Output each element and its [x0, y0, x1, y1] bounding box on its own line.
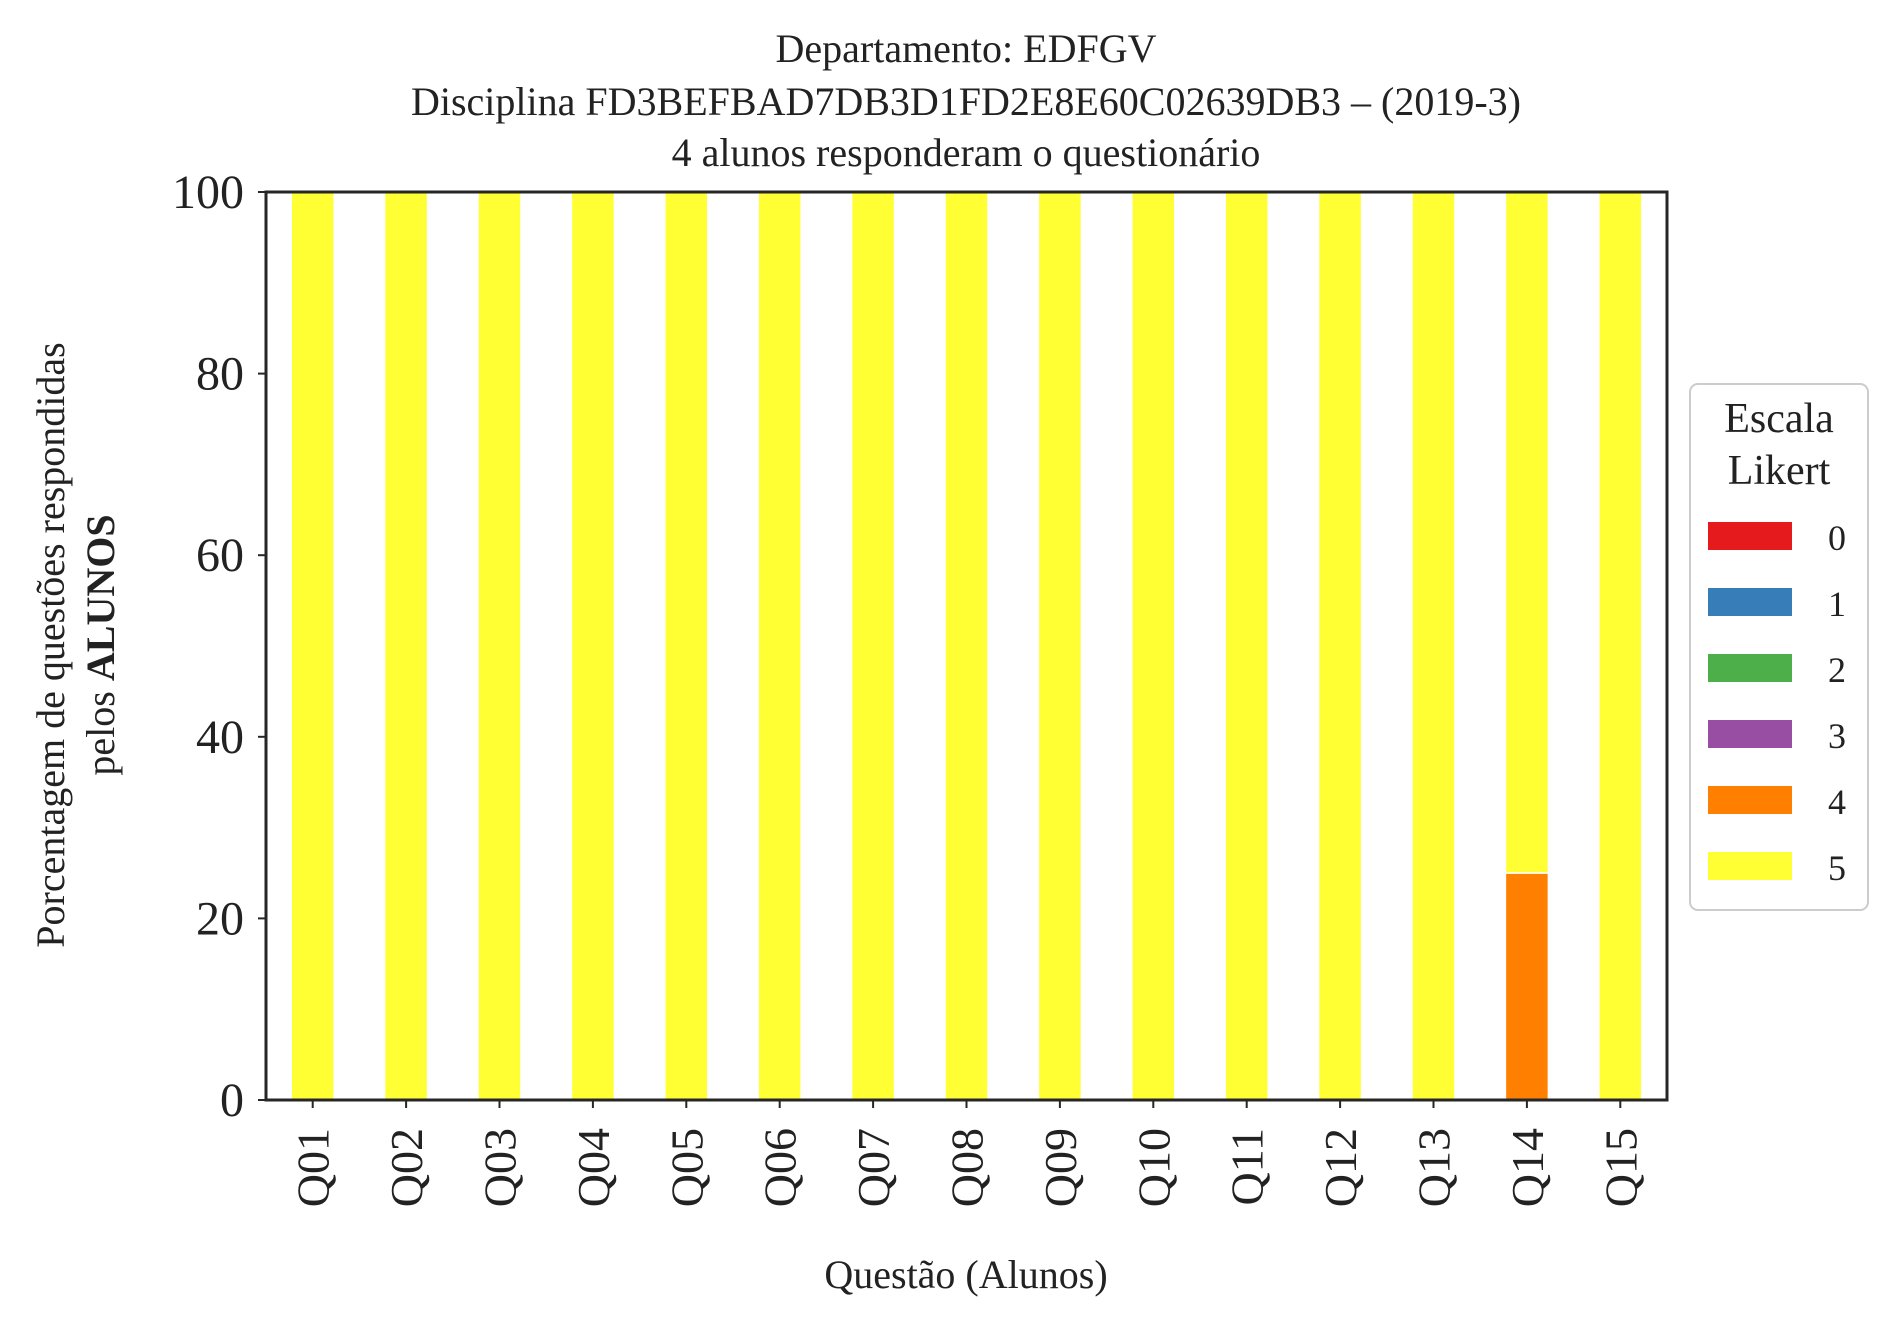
legend-frame — [1689, 383, 1869, 911]
bar-q14-level-5 — [1504, 191, 1550, 874]
x-tick-label-q15: Q15 — [1595, 1128, 1646, 1207]
y-tick-label-80: 80 — [196, 348, 244, 401]
bars-layer — [290, 191, 1643, 1101]
title-line-3: 4 alunos responderam o questionário — [672, 130, 1261, 175]
x-tick-label-q04: Q04 — [568, 1128, 619, 1207]
y-tick-label-40: 40 — [196, 711, 244, 764]
x-tick-label-q09: Q09 — [1035, 1128, 1086, 1207]
x-tick-label-q11: Q11 — [1222, 1128, 1273, 1206]
x-axis-label: Questão (Alunos) — [824, 1252, 1107, 1297]
legend-label-5: 5 — [1828, 848, 1846, 888]
x-tick-label-q01: Q01 — [288, 1128, 339, 1207]
bar-q13-level-5 — [1411, 191, 1456, 1101]
y-axis-label-prefix: pelos — [78, 681, 123, 775]
y-tick-label-100: 100 — [172, 166, 244, 219]
bar-q08-level-5 — [944, 191, 989, 1101]
x-tick-label-q03: Q03 — [475, 1128, 526, 1207]
x-tick-label-q13: Q13 — [1409, 1128, 1460, 1207]
x-tick-label-q12: Q12 — [1315, 1128, 1366, 1207]
y-axis-label: Porcentagem de questões respondidas pelo… — [28, 342, 123, 947]
legend-title-line-2: Likert — [1728, 448, 1831, 494]
x-axis-ticks: Q01 Q02 Q03 Q04 Q05 Q06 Q07 Q08 Q09 Q10 Q11 Q12 Q13 Q… — [288, 1100, 1646, 1207]
legend-label-0: 0 — [1828, 518, 1846, 558]
y-tick-label-20: 20 — [196, 892, 244, 945]
bar-q04-level-5 — [570, 191, 616, 1101]
bar-q01-level-5 — [290, 191, 335, 1101]
y-axis-label-bold: ALUNOS — [78, 514, 123, 681]
x-tick-label-q08: Q08 — [942, 1128, 993, 1207]
y-axis-ticks: 0 20 40 60 80 100 — [172, 166, 266, 1127]
bar-q03-level-5 — [477, 191, 522, 1101]
legend-swatch-1 — [1708, 588, 1792, 616]
y-axis-label-line-1: Porcentagem de questões respondidas — [28, 342, 73, 947]
y-tick-label-60: 60 — [196, 529, 244, 582]
legend-label-2: 2 — [1828, 650, 1846, 690]
title-line-2: Disciplina FD3BEFBAD7DB3D1FD2E8E60C02639… — [411, 79, 1521, 124]
legend-swatch-4 — [1708, 786, 1792, 814]
legend-swatch-5 — [1708, 852, 1792, 880]
bar-q02-level-5 — [383, 191, 429, 1101]
x-tick-label-q14: Q14 — [1502, 1128, 1553, 1207]
x-tick-label-q07: Q07 — [848, 1128, 899, 1207]
title-line-1: Departamento: EDFGV — [775, 26, 1156, 71]
bar-q14-level-4 — [1504, 872, 1550, 1101]
legend-label-4: 4 — [1828, 782, 1846, 822]
legend-title-line-1: Escala — [1724, 396, 1834, 442]
legend: Escala Likert 0 1 2 3 4 5 — [1689, 383, 1869, 911]
bar-q10-level-5 — [1131, 191, 1176, 1101]
x-tick-label-q05: Q05 — [661, 1128, 712, 1207]
bar-q05-level-5 — [664, 191, 709, 1101]
legend-label-3: 3 — [1828, 716, 1846, 756]
legend-label-1: 1 — [1828, 584, 1846, 624]
x-tick-label-q10: Q10 — [1128, 1128, 1179, 1207]
bar-q07-level-5 — [850, 191, 896, 1101]
legend-swatch-2 — [1708, 654, 1792, 682]
chart-title: Departamento: EDFGV Disciplina FD3BEFBAD… — [411, 26, 1521, 175]
bar-q06-level-5 — [757, 191, 802, 1101]
x-tick-label-q06: Q06 — [755, 1128, 806, 1207]
x-tick-label-q02: Q02 — [381, 1128, 432, 1207]
legend-swatch-3 — [1708, 720, 1792, 748]
bar-q12-level-5 — [1317, 191, 1363, 1101]
legend-swatch-0 — [1708, 522, 1792, 550]
bar-q11-level-5 — [1224, 191, 1269, 1101]
y-tick-label-0: 0 — [220, 1074, 244, 1127]
legend-items: 0 1 2 3 4 5 — [1708, 518, 1846, 888]
bar-q09-level-5 — [1037, 191, 1083, 1101]
bar-q15-level-5 — [1598, 191, 1643, 1101]
y-axis-label-line-2: pelos ALUNOS — [78, 514, 123, 775]
